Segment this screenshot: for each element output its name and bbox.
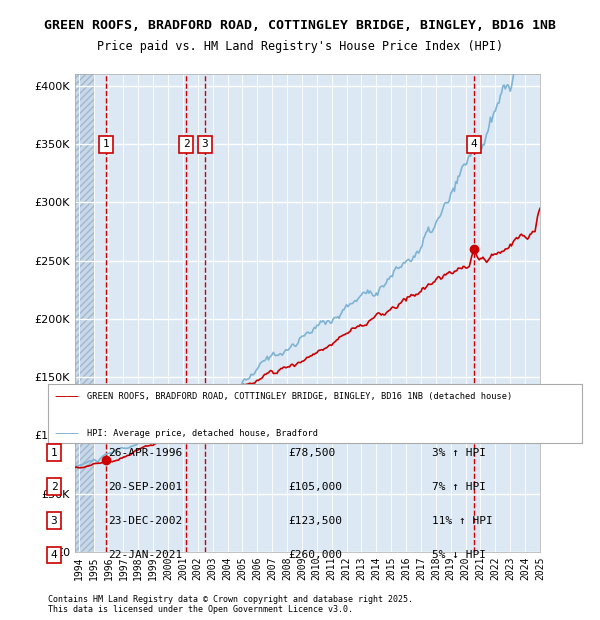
Text: 3: 3: [202, 140, 208, 149]
Text: 26-APR-1996: 26-APR-1996: [108, 448, 182, 458]
Text: £260,000: £260,000: [288, 550, 342, 560]
Text: ——: ——: [54, 391, 79, 403]
Text: £78,500: £78,500: [288, 448, 335, 458]
Text: GREEN ROOFS, BRADFORD ROAD, COTTINGLEY BRIDGE, BINGLEY, BD16 1NB: GREEN ROOFS, BRADFORD ROAD, COTTINGLEY B…: [44, 19, 556, 32]
Text: HPI: Average price, detached house, Bradford: HPI: Average price, detached house, Brad…: [87, 430, 318, 438]
Text: 5% ↓ HPI: 5% ↓ HPI: [432, 550, 486, 560]
Text: 1: 1: [103, 140, 109, 149]
Text: Contains HM Land Registry data © Crown copyright and database right 2025.: Contains HM Land Registry data © Crown c…: [48, 595, 413, 604]
Text: This data is licensed under the Open Government Licence v3.0.: This data is licensed under the Open Gov…: [48, 604, 353, 614]
Text: 2: 2: [183, 140, 190, 149]
Text: 1: 1: [50, 448, 58, 458]
Text: 23-DEC-2002: 23-DEC-2002: [108, 516, 182, 526]
Text: 22-JAN-2021: 22-JAN-2021: [108, 550, 182, 560]
Text: 20-SEP-2001: 20-SEP-2001: [108, 482, 182, 492]
Text: GREEN ROOFS, BRADFORD ROAD, COTTINGLEY BRIDGE, BINGLEY, BD16 1NB (detached house: GREEN ROOFS, BRADFORD ROAD, COTTINGLEY B…: [87, 392, 512, 401]
Text: 2: 2: [50, 482, 58, 492]
Text: 3% ↑ HPI: 3% ↑ HPI: [432, 448, 486, 458]
Text: ——: ——: [54, 428, 79, 440]
Text: Price paid vs. HM Land Registry's House Price Index (HPI): Price paid vs. HM Land Registry's House …: [97, 40, 503, 53]
Text: 7% ↑ HPI: 7% ↑ HPI: [432, 482, 486, 492]
Text: 4: 4: [470, 140, 478, 149]
Text: £105,000: £105,000: [288, 482, 342, 492]
Text: 4: 4: [50, 550, 58, 560]
Text: 3: 3: [50, 516, 58, 526]
Text: 11% ↑ HPI: 11% ↑ HPI: [432, 516, 493, 526]
Text: £123,500: £123,500: [288, 516, 342, 526]
